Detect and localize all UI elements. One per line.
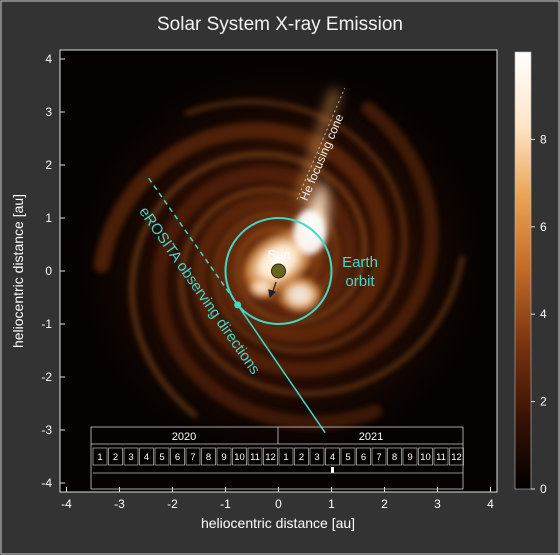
y-tick-label: -3 xyxy=(41,423,52,437)
timeline-month-label: 11 xyxy=(436,452,446,463)
timeline-month-cell xyxy=(340,447,356,466)
timeline-month-label: 4 xyxy=(144,452,149,463)
x-tick-label: -3 xyxy=(114,497,125,511)
timeline-year-2021: 2021 xyxy=(359,431,383,443)
colorbar-tick-label: 6 xyxy=(540,220,547,234)
timeline-month-cell xyxy=(263,447,278,466)
timeline-month-cell xyxy=(433,447,449,466)
timeline-month-label: 9 xyxy=(407,452,412,463)
x-tick-label: -4 xyxy=(61,497,72,511)
timeline-month-label: 10 xyxy=(420,452,431,463)
core-emission xyxy=(238,210,326,315)
x-tick-label: 3 xyxy=(434,497,441,511)
timeline-month-label: 8 xyxy=(392,452,397,463)
timeline-month-cell xyxy=(449,447,464,466)
timeline-month-cell xyxy=(371,447,387,466)
erosita-dashed-line xyxy=(148,177,239,306)
earth-orbit-label-line2: orbit xyxy=(345,273,375,290)
timeline-month-label: 1 xyxy=(97,452,102,463)
y-tick-label: 0 xyxy=(45,264,52,278)
colorbar-tick-label: 8 xyxy=(540,132,547,146)
timeline-month-label: 12 xyxy=(451,452,462,463)
timeline-month-label: 6 xyxy=(175,452,180,463)
colorbar-ticks: 0 2 4 6 8 xyxy=(531,132,547,496)
timeline-month-cell xyxy=(278,447,294,466)
timeline-month-label: 7 xyxy=(190,452,195,463)
erosita-direction-line xyxy=(237,304,326,434)
x-tick-label: 4 xyxy=(487,497,494,511)
timeline-current-marker xyxy=(331,467,334,473)
sun-marker xyxy=(271,263,286,279)
timeline-month-cell xyxy=(294,447,309,466)
timeline-month-cell xyxy=(108,447,123,466)
timeline-month-label: 8 xyxy=(206,452,211,463)
motion-arrow xyxy=(268,281,277,299)
timeline-month-label: 5 xyxy=(159,452,164,463)
timeline-month-label: 3 xyxy=(128,452,133,463)
y-axis-label: heliocentric distance [au] xyxy=(10,194,26,348)
timeline-month-label: 1 xyxy=(283,452,288,463)
timeline-month-cell xyxy=(232,447,247,466)
timeline-month-label: 6 xyxy=(361,452,366,463)
mission-timeline: 2020 2021 1 2 3 4 5 6 7 8 9 10 11 12 1 2 3 4 5 6 7 8 9 10 11 12 xyxy=(90,426,464,490)
colorbar-tick-label: 4 xyxy=(540,307,547,321)
timeline-month-cell xyxy=(387,447,402,466)
y-tick-label: 4 xyxy=(45,52,52,66)
timeline-month-cell xyxy=(325,447,340,466)
x-axis-label: heliocentric distance [au] xyxy=(201,515,355,531)
timeline-month-cell xyxy=(247,447,263,466)
spiral-arm xyxy=(192,101,439,377)
y-tick-label: 1 xyxy=(45,211,52,225)
chart-title: Solar System X-ray Emission xyxy=(157,14,403,35)
x-tick-label: -2 xyxy=(167,497,178,511)
timeline-month-label: 3 xyxy=(314,452,319,463)
timeline-month-cell xyxy=(185,447,201,466)
colorbar xyxy=(514,51,532,490)
sun-label: Sun xyxy=(267,247,290,262)
x-axis-ticks: -4 -3 -2 -1 0 1 2 3 4 xyxy=(61,487,494,511)
y-tick-label: -2 xyxy=(41,370,52,384)
x-tick-label: 1 xyxy=(328,497,335,511)
spiral-arm xyxy=(129,151,368,418)
x-tick-label: 2 xyxy=(381,497,388,511)
timeline-month-label: 11 xyxy=(250,452,260,463)
timeline-month-cell xyxy=(309,447,325,466)
timeline-month-cell xyxy=(123,447,139,466)
spiral-arm xyxy=(93,122,391,343)
y-tick-label: 2 xyxy=(45,158,52,172)
colorbar-tick-label: 0 xyxy=(540,482,547,496)
timeline-month-cell xyxy=(154,447,170,466)
timeline-month-label: 10 xyxy=(234,452,245,463)
timeline-month-cell xyxy=(201,447,216,466)
timeline-month-label: 4 xyxy=(330,452,335,463)
timeline-month-cell xyxy=(139,447,154,466)
colorbar-tick-label: 2 xyxy=(540,395,547,409)
y-axis-ticks: -4 -3 -2 -1 0 1 2 3 4 xyxy=(41,52,65,490)
y-tick-label: -4 xyxy=(41,476,52,490)
timeline-month-label: 7 xyxy=(376,452,381,463)
emission-map xyxy=(60,50,497,487)
timeline-month-label: 5 xyxy=(345,452,350,463)
timeline-month-cell xyxy=(216,447,232,466)
earth-orbit-label-line1: Earth xyxy=(342,254,378,271)
earth-orbit-circle xyxy=(224,217,333,325)
timeline-month-label: 2 xyxy=(113,452,118,463)
timeline-month-label: 9 xyxy=(221,452,226,463)
timeline-month-cell xyxy=(170,447,185,466)
timeline-month-label: 2 xyxy=(299,452,304,463)
timeline-month-cell xyxy=(92,447,108,466)
x-tick-label: -1 xyxy=(220,497,231,511)
timeline-month-cell xyxy=(356,447,371,466)
y-tick-label: -1 xyxy=(41,317,52,331)
timeline-month-cell xyxy=(418,447,433,466)
timeline-month-cell xyxy=(402,447,418,466)
he-cone-line xyxy=(296,87,346,200)
timeline-month-label: 12 xyxy=(265,452,276,463)
y-tick-label: 3 xyxy=(45,105,52,119)
timeline-year-2020: 2020 xyxy=(172,431,196,443)
timeline-months: 1 2 3 4 5 6 7 8 9 10 11 12 1 2 3 4 5 6 7 8 9 10 11 12 xyxy=(92,447,464,474)
x-tick-label: 0 xyxy=(275,497,282,511)
